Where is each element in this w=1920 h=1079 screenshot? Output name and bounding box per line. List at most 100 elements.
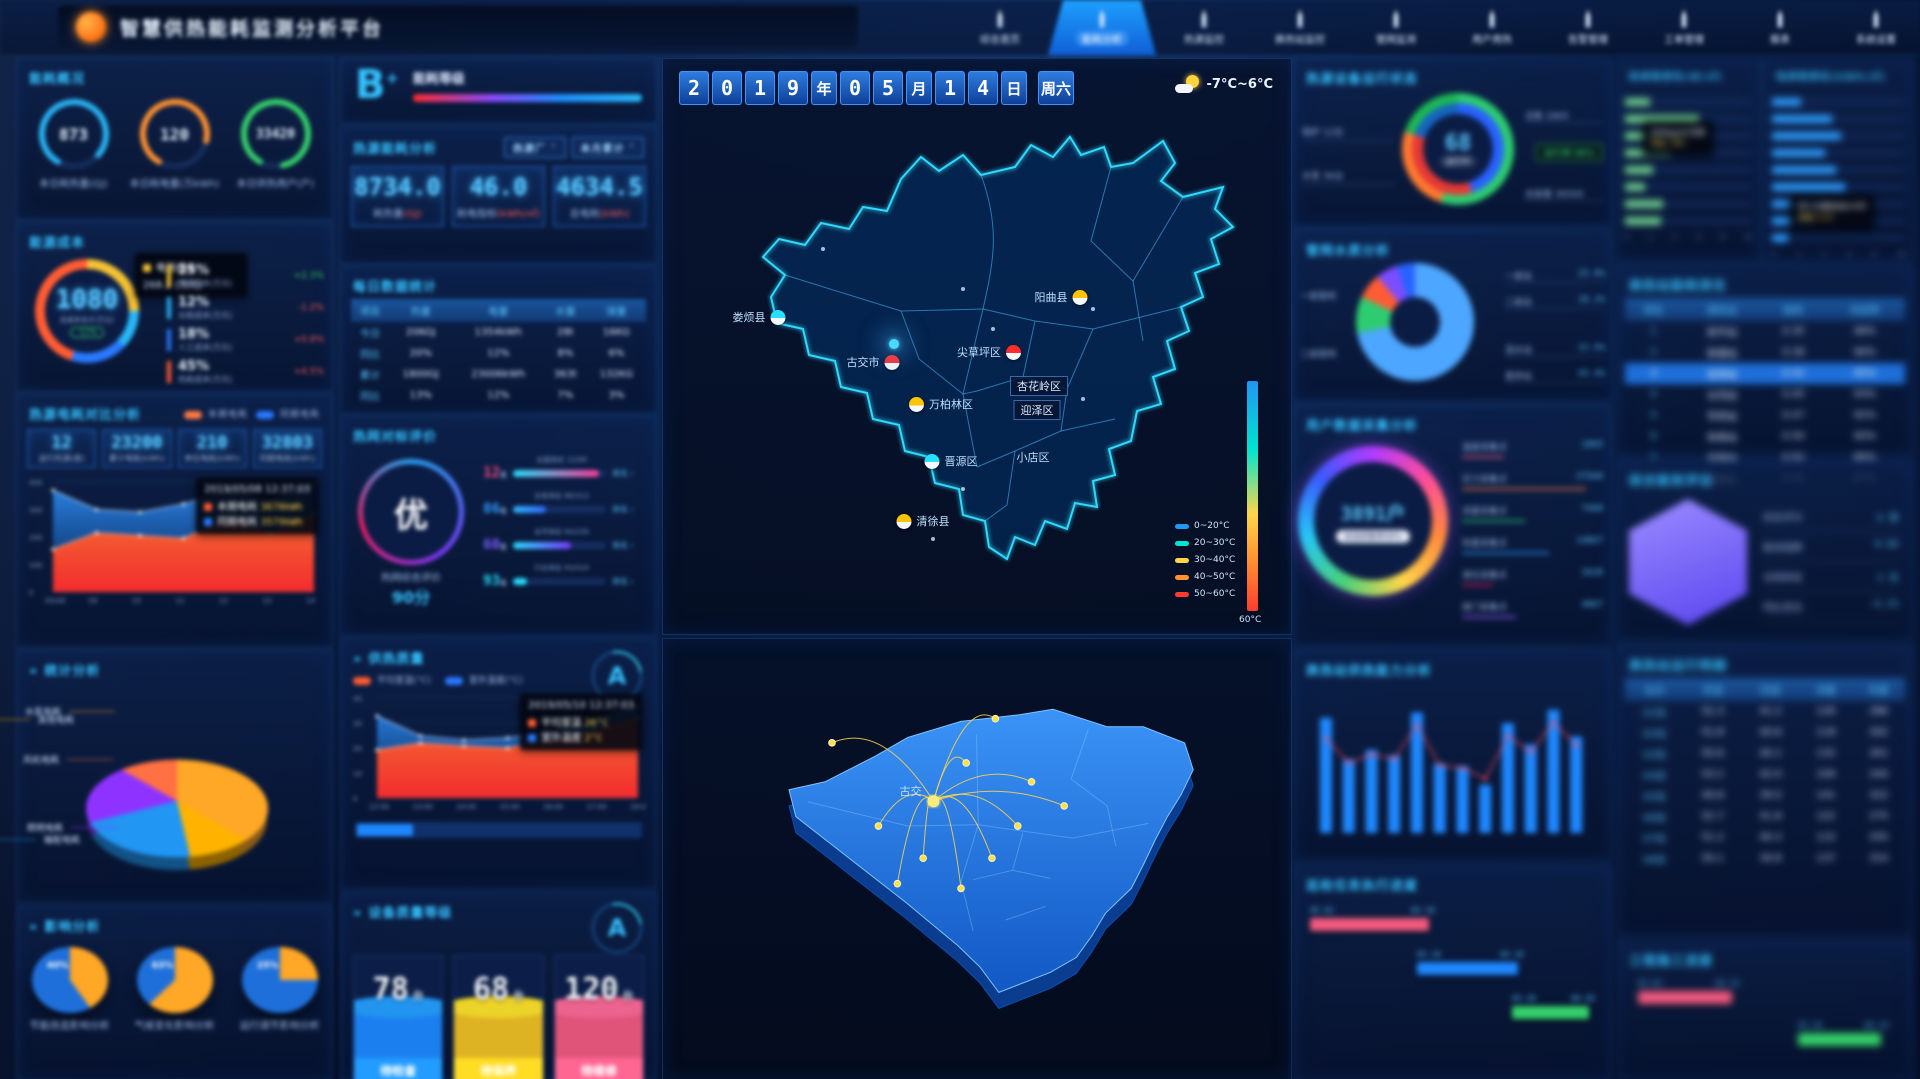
donut-legend-item: 直供站 43.4%	[1505, 369, 1605, 383]
benchmark-note: 全市排名 60/156	[534, 528, 589, 536]
nav-item[interactable]: 能耗分析	[1048, 0, 1156, 55]
district-marker[interactable]: 晋源区	[924, 453, 978, 469]
hbar	[1625, 200, 1752, 208]
table-row: 02站 51.8 40.6 118 262	[1625, 722, 1905, 743]
district-marker[interactable]: 迎泽区	[1013, 400, 1061, 420]
collect-bar	[1462, 456, 1505, 458]
mini-pie: 63% 气候变化影响分析	[129, 943, 221, 1032]
device-card[interactable]: 120 台待维修	[553, 955, 644, 1079]
district-marker[interactable]: 小店区	[1017, 449, 1050, 465]
panel-title: 热网对标评价	[353, 430, 438, 445]
device-card-label: 待检查	[354, 1058, 443, 1079]
gauge: 120 本日耗电量(万kWh)	[129, 93, 221, 190]
panel-construction-progress: 工程施工进度 05-02 05-16 05-28 06-10	[1616, 940, 1914, 1079]
chart-legend: 本期电耗 同期电耗	[176, 407, 320, 420]
svg-text:13: 13	[263, 597, 272, 605]
donut-legend-item: 二级站 18.2%	[1505, 295, 1605, 309]
hbar	[1772, 234, 1905, 242]
table-cell: 同比	[359, 350, 380, 361]
gauge-row: 873 本日耗热量(GJ) 120 本日耗电量(万kWh) 33420 本日供热用户(户)	[17, 91, 332, 192]
hbar	[1625, 115, 1752, 123]
stat-unit: (kWh/㎡)	[496, 209, 541, 220]
compare-stat: 12 运行热源(座)	[27, 429, 97, 468]
colorbar-max-label: 60°C	[1239, 615, 1262, 625]
svg-text:17:00: 17:00	[587, 803, 607, 811]
district-marker[interactable]: 万柏林区	[909, 396, 973, 412]
chevron-icon: »	[29, 920, 39, 935]
nav-item[interactable]: 告警管理	[1540, 0, 1636, 55]
district-name: 小店区	[1016, 451, 1050, 464]
quality-area-chart: 40 30 20 10 0 12:00 13:00 14:00 15:00 16:00 17:00 1…	[351, 692, 650, 812]
nav-item-label: 管网监测	[1376, 34, 1416, 46]
benchmark-rank: 93名	[477, 573, 507, 589]
table-cell: 98%	[1853, 326, 1876, 337]
pie-leader-line	[71, 827, 117, 828]
chart-tooltip: 2019/05/10 12:37:03 平均室温 26°C 室外温度 2°C	[520, 694, 642, 750]
device-card[interactable]: 68 台待保养	[453, 955, 544, 1079]
chart-scrollbar[interactable]	[355, 822, 642, 838]
nav-item-label: 换热站监控	[1275, 34, 1325, 46]
nav-item-label: 综合首页	[980, 34, 1020, 46]
nav-item[interactable]: 管网监测	[1348, 0, 1444, 55]
gauge-value: 120	[160, 124, 189, 144]
collect-label: 压力采集点	[1462, 475, 1508, 485]
nav-item[interactable]: 综合首页	[952, 0, 1048, 55]
cost-label: 电耗成本(万元)	[178, 279, 233, 288]
scrollbar-thumb[interactable]	[357, 824, 413, 836]
district-marker[interactable]: 清徐县	[896, 513, 950, 529]
district-marker[interactable]: 娄烦县	[733, 309, 786, 325]
table-cell: 41.2	[1759, 706, 1782, 717]
table-row: 7 双塔站 0.52 89%	[1625, 447, 1905, 468]
device-card-fill	[354, 1006, 443, 1058]
benchmark-right-label: 排名 ›	[612, 576, 634, 586]
benchmark-bar-row: 93名 排名 ›	[477, 573, 646, 589]
nav-item[interactable]: 换热站监控	[1252, 0, 1348, 55]
district-name: 尖草坪区	[957, 346, 1001, 359]
filter-dropdown[interactable]: 热源厂 ˅	[504, 137, 566, 158]
nav-item[interactable]: 系统设置	[1828, 0, 1920, 55]
nav-tower-icon	[1777, 9, 1783, 28]
nav-item[interactable]: 报表	[1732, 0, 1828, 55]
panel-title: 巡检任务执行进度	[1306, 879, 1419, 894]
table-cell: 40.3	[1759, 832, 1782, 843]
compare-area-chart: 400 300 200 100 0 05/08 09 10 11 12 13 14 2019/05/08…	[27, 476, 322, 606]
marker-icon	[143, 264, 151, 272]
eval-row: 同比变化 -6.2%	[1761, 592, 1901, 622]
district-marker[interactable]: 阳曲县	[1035, 289, 1088, 305]
filter-dropdown[interactable]: 本月累计 ˅	[571, 137, 644, 158]
collect-row: 压力采集点 37568	[1462, 472, 1603, 490]
device-card[interactable]: 78 台待检查	[353, 955, 444, 1079]
district-marker[interactable]: 杏花岭区	[1010, 376, 1068, 396]
table-header-row: 站点 供温 回温 流量 热量	[1625, 678, 1905, 701]
district-marker[interactable]: 古交市	[847, 354, 900, 370]
gauge: 873 本日耗热量(GJ)	[28, 93, 120, 190]
legend-value: 25.8%	[1577, 269, 1605, 279]
nav-item[interactable]: 用户用热	[1444, 0, 1540, 55]
legend-color-bar	[167, 329, 171, 351]
table-cell: 50.1	[1701, 853, 1724, 864]
hbar-tooltip: 505kg/㎡·月度 同比 -8%	[1643, 121, 1714, 155]
stat-label: 耗电指标(kWh/㎡)	[453, 205, 544, 220]
gantt-end-label: 05-26	[1500, 950, 1525, 959]
collect-bar	[1462, 552, 1550, 554]
nav-item[interactable]: 热源监控	[1156, 0, 1252, 55]
date-char: 2	[679, 71, 709, 105]
cost-yoy-badge: -12%	[69, 326, 105, 338]
table-cell: 132	[1816, 748, 1836, 759]
temp-legend-item: 0~20°C	[1175, 521, 1230, 531]
left-label: 一级管网	[1300, 292, 1337, 302]
rank-value: 93	[483, 573, 500, 589]
nav-item[interactable]: 工单管理	[1636, 0, 1732, 55]
table-cell: 52.7	[1701, 811, 1724, 822]
axis-tick: 4	[1822, 251, 1826, 258]
hbar-fill	[1625, 183, 1646, 191]
column-header: 水量	[544, 299, 587, 322]
date-char: 1	[745, 71, 775, 105]
pie-leader-line	[67, 759, 113, 760]
district-marker[interactable]: 尖草坪区	[957, 344, 1021, 360]
panel-impact-analysis: » 影响分析 40% 节能改造影响分析 63% 气候变化影响分析 25% 运行调节影响分析	[16, 906, 333, 1079]
device-card-fill	[554, 1006, 643, 1058]
table-cell: 7%	[557, 390, 574, 401]
hbar	[1772, 183, 1905, 191]
district-name: 娄烦县	[732, 311, 766, 324]
